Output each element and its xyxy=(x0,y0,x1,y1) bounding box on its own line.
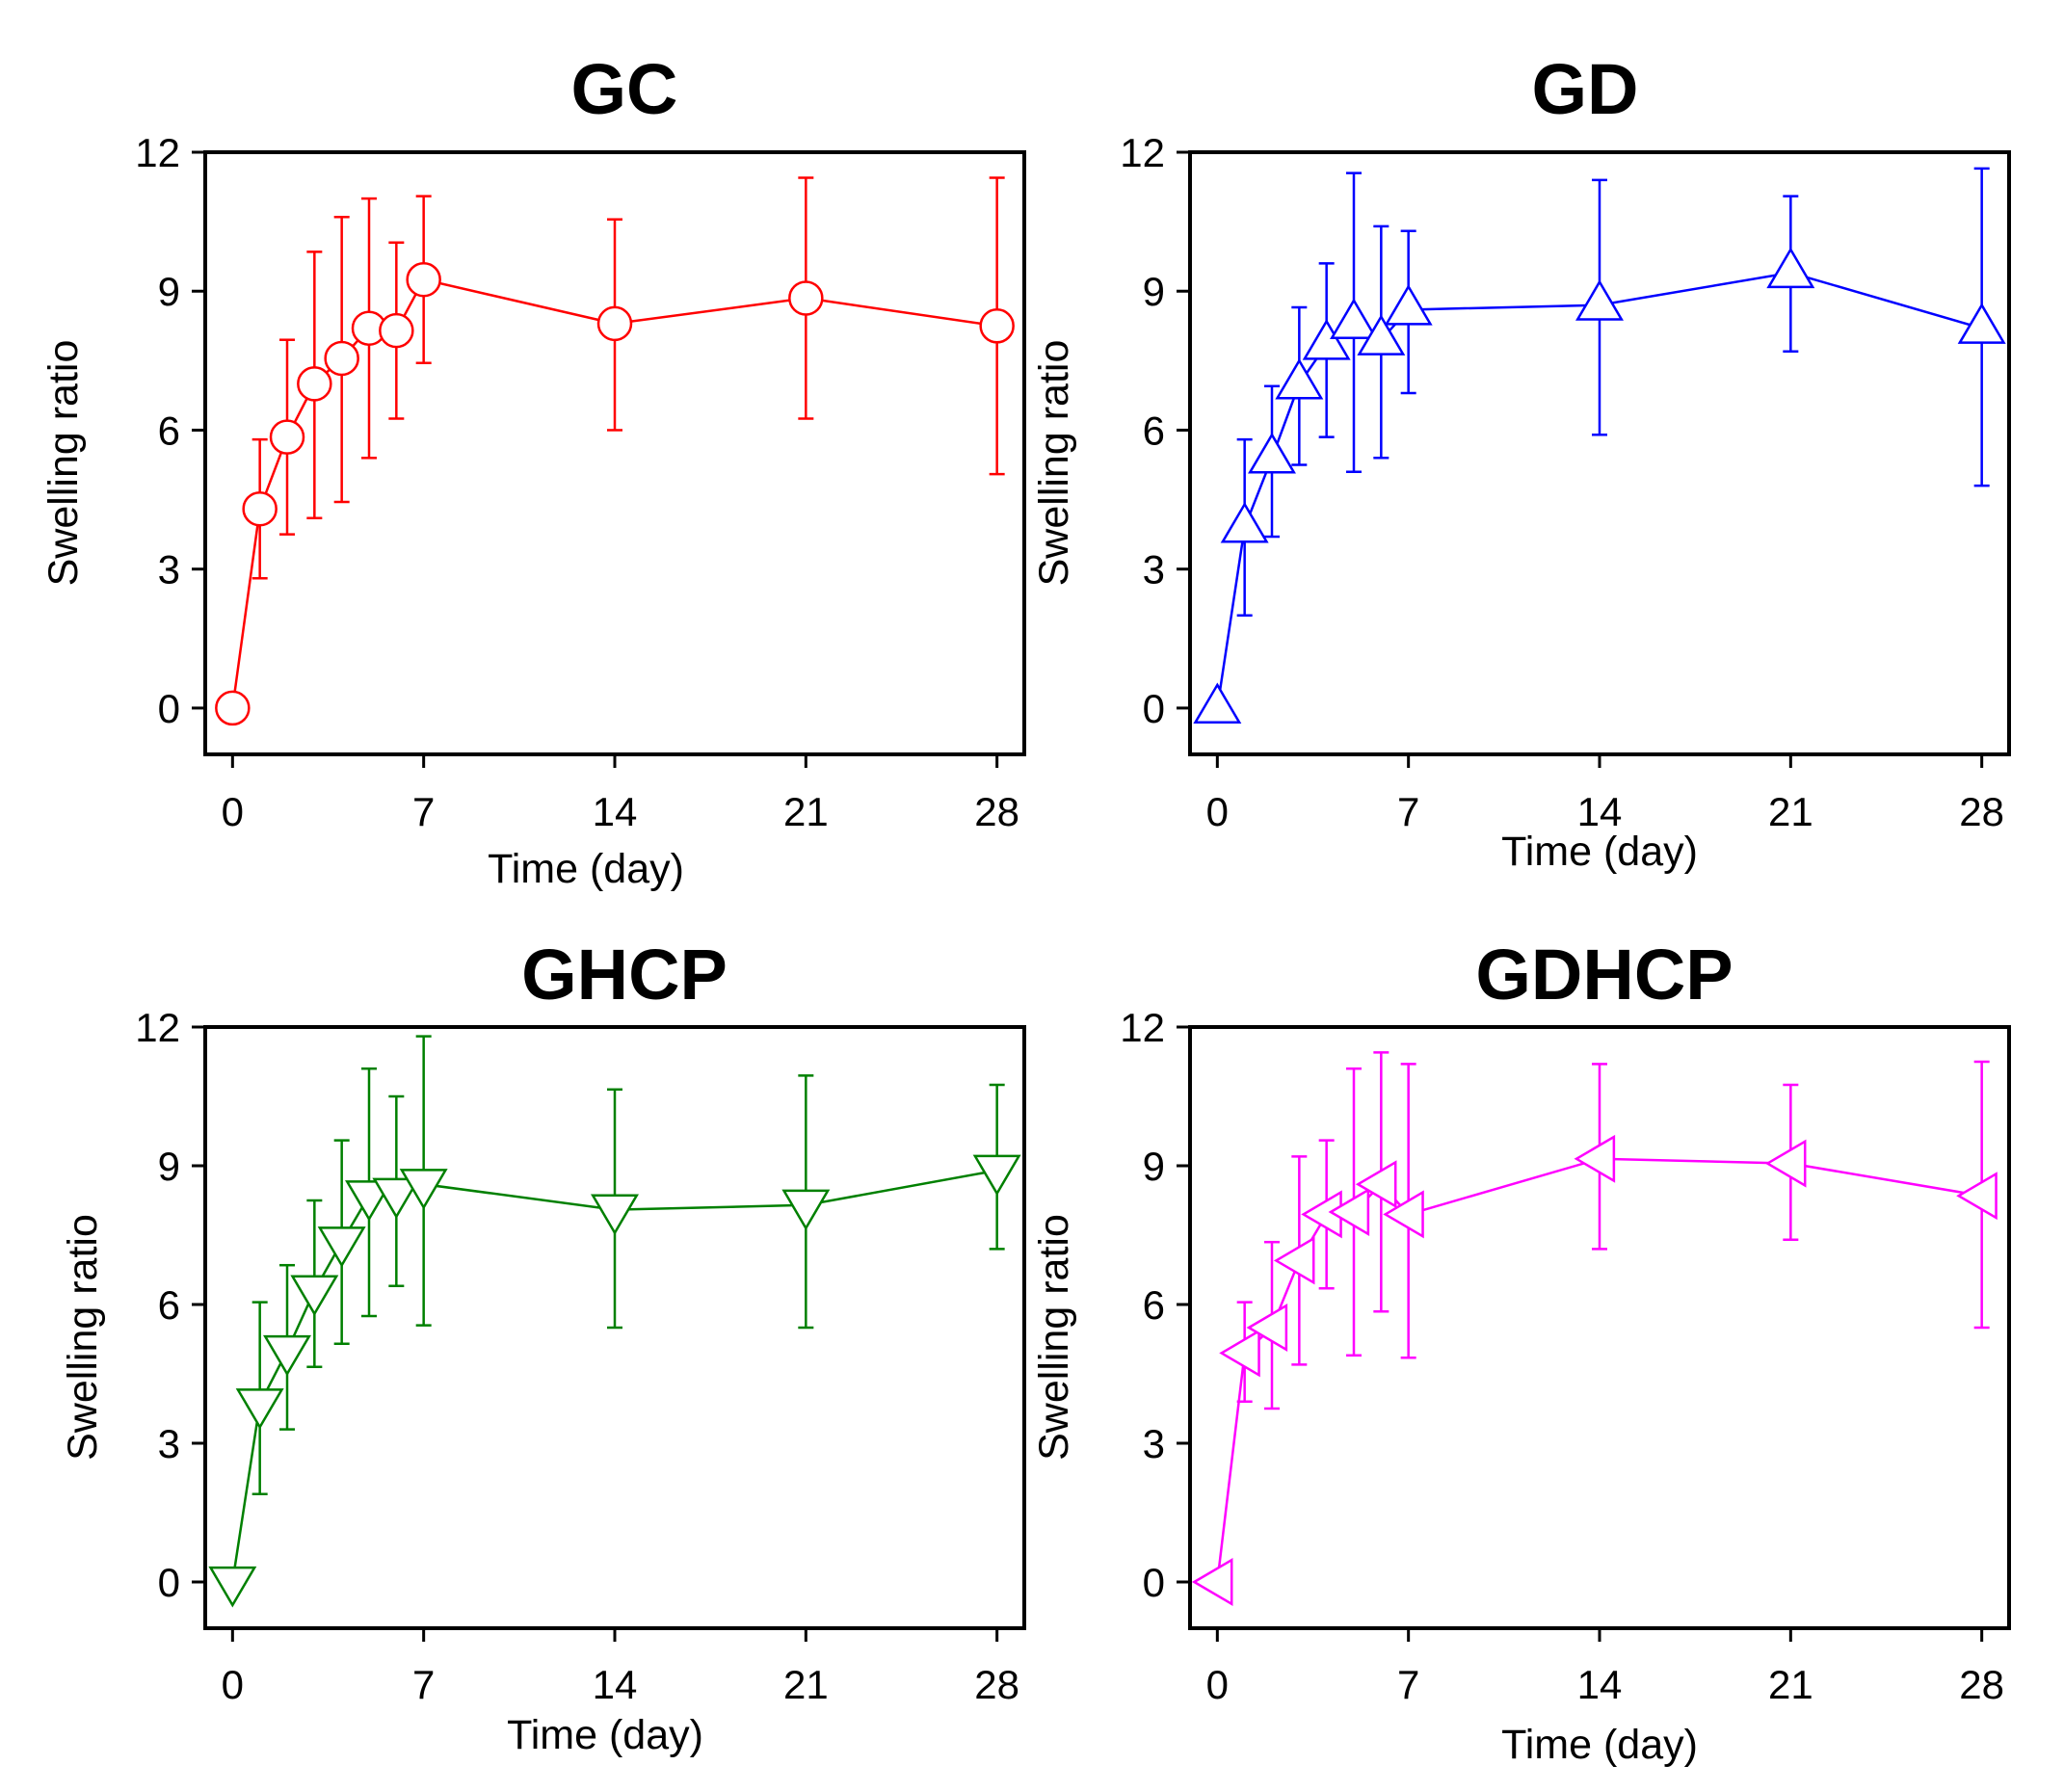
chart-panel-gd: GD 0 3 6 9 12 0 7 14 21 28 Time (day) Swelling ratio xyxy=(1031,49,2011,875)
data-point-marker xyxy=(242,490,278,527)
y-tick-label: 9 xyxy=(1143,1144,1165,1189)
y-tick-label: 12 xyxy=(1120,130,1165,175)
data-point-marker xyxy=(1355,1160,1397,1209)
x-axis-label: Time (day) xyxy=(1501,829,1698,875)
x-axis-label: Time (day) xyxy=(507,1712,703,1758)
x-tick-label: 28 xyxy=(1959,1662,2004,1707)
x-tick-label: 21 xyxy=(1768,789,1813,834)
data-point-marker xyxy=(317,1226,366,1268)
data-point-marker xyxy=(1248,432,1296,474)
chart-panel-ghcp: GHCP 0 3 6 9 12 0 7 14 21 28 Time (day) Swelling rat… xyxy=(60,935,1026,1758)
data-point-marker xyxy=(596,305,633,342)
y-tick-label: 3 xyxy=(1143,1421,1165,1466)
y-tick-label: 6 xyxy=(1143,408,1165,453)
data-point-marker xyxy=(1302,319,1351,360)
data-point-marker xyxy=(1246,1304,1288,1352)
x-tick-label: 0 xyxy=(1206,789,1229,834)
data-point-marker xyxy=(406,261,441,298)
data-point-marker xyxy=(1957,303,2006,344)
x-tick-label: 7 xyxy=(412,789,435,834)
x-tick-label: 28 xyxy=(974,789,1019,834)
data-point-marker xyxy=(1383,1190,1424,1239)
y-tick-label: 9 xyxy=(158,269,180,314)
x-tick-label: 21 xyxy=(783,789,829,834)
data-point-marker xyxy=(788,280,824,316)
x-tick-label: 7 xyxy=(1397,789,1419,834)
data-point-marker xyxy=(1330,298,1378,340)
y-tick-label: 0 xyxy=(1143,686,1165,731)
y-tick-label: 0 xyxy=(158,686,180,731)
x-tick-label: 7 xyxy=(412,1662,435,1707)
y-tick-label: 9 xyxy=(1143,269,1165,314)
data-point-marker xyxy=(1766,247,1815,289)
x-axis-label: Time (day) xyxy=(488,846,684,892)
y-tick-label: 3 xyxy=(158,547,180,593)
data-point-marker xyxy=(1384,283,1433,326)
x-tick-label: 28 xyxy=(1959,789,2004,834)
data-point-marker xyxy=(972,1154,1021,1197)
y-axis-label: Swelling ratio xyxy=(1031,1214,1077,1461)
y-axis-label: Swelling ratio xyxy=(60,1214,106,1461)
y-tick-label: 12 xyxy=(135,130,180,175)
y-tick-label: 3 xyxy=(158,1421,180,1466)
data-point-marker xyxy=(379,312,414,349)
data-point-marker xyxy=(1574,1134,1616,1183)
x-tick-label: 14 xyxy=(593,1662,638,1707)
data-point-marker xyxy=(1575,279,1624,321)
data-point-marker xyxy=(235,1388,284,1430)
data-point-marker xyxy=(1219,1329,1260,1378)
y-tick-label: 9 xyxy=(158,1144,180,1189)
data-point-marker xyxy=(1357,314,1406,356)
y-tick-label: 6 xyxy=(1143,1282,1165,1328)
data-point-marker xyxy=(591,1194,639,1236)
chart-title: GHCP xyxy=(521,935,728,1015)
x-tick-label: 21 xyxy=(783,1662,829,1707)
data-point-marker xyxy=(1956,1172,1998,1221)
data-point-marker xyxy=(372,1177,421,1220)
data-point-marker xyxy=(215,690,251,726)
data-point-marker xyxy=(1275,357,1324,400)
y-tick-label: 12 xyxy=(135,1005,180,1050)
x-tick-label: 14 xyxy=(1577,1662,1623,1707)
chart-panel-gdhcp: GDHCP 0 3 6 9 12 0 7 14 21 28 Time (day) Swelling ra… xyxy=(1031,935,2011,1768)
x-tick-label: 0 xyxy=(222,789,244,834)
y-axis-label: Swelling ratio xyxy=(1031,340,1077,587)
x-tick-label: 0 xyxy=(1206,1662,1229,1707)
data-point-marker xyxy=(297,366,332,402)
y-tick-label: 6 xyxy=(158,408,180,453)
x-tick-label: 14 xyxy=(593,789,638,834)
data-point-marker xyxy=(269,419,305,455)
data-point-marker xyxy=(324,340,359,377)
y-axis-label: Swelling ratio xyxy=(40,340,87,587)
x-tick-label: 21 xyxy=(1768,1662,1813,1707)
data-point-marker xyxy=(208,1566,257,1608)
data-point-marker xyxy=(1191,1558,1233,1606)
x-tick-label: 28 xyxy=(974,1662,1019,1707)
data-point-marker xyxy=(1193,682,1242,725)
data-point-marker xyxy=(781,1189,831,1231)
data-point-marker xyxy=(1764,1139,1807,1188)
y-tick-label: 0 xyxy=(158,1560,180,1605)
data-point-marker xyxy=(399,1169,448,1210)
chart-title: GC xyxy=(571,49,678,129)
data-point-marker xyxy=(1220,501,1269,543)
chart-title: GDHCP xyxy=(1475,935,1733,1015)
x-axis-label: Time (day) xyxy=(1501,1722,1698,1768)
x-tick-label: 0 xyxy=(222,1662,244,1707)
data-point-marker xyxy=(1328,1188,1370,1236)
y-tick-label: 3 xyxy=(1143,547,1165,593)
x-tick-label: 7 xyxy=(1397,1662,1419,1707)
data-point-marker xyxy=(263,1334,311,1377)
y-tick-label: 12 xyxy=(1120,1005,1165,1050)
y-tick-label: 0 xyxy=(1143,1560,1165,1605)
data-point-marker xyxy=(1273,1236,1315,1285)
data-point-marker xyxy=(979,308,1015,344)
y-tick-label: 6 xyxy=(158,1282,180,1328)
chart-panel-gc: GC 0 3 6 9 12 0 7 14 21 28 Time (day) Swelling ratio xyxy=(40,49,1026,892)
x-tick-label: 14 xyxy=(1577,789,1623,834)
data-point-marker xyxy=(290,1275,339,1317)
chart-title: GD xyxy=(1532,49,1639,129)
